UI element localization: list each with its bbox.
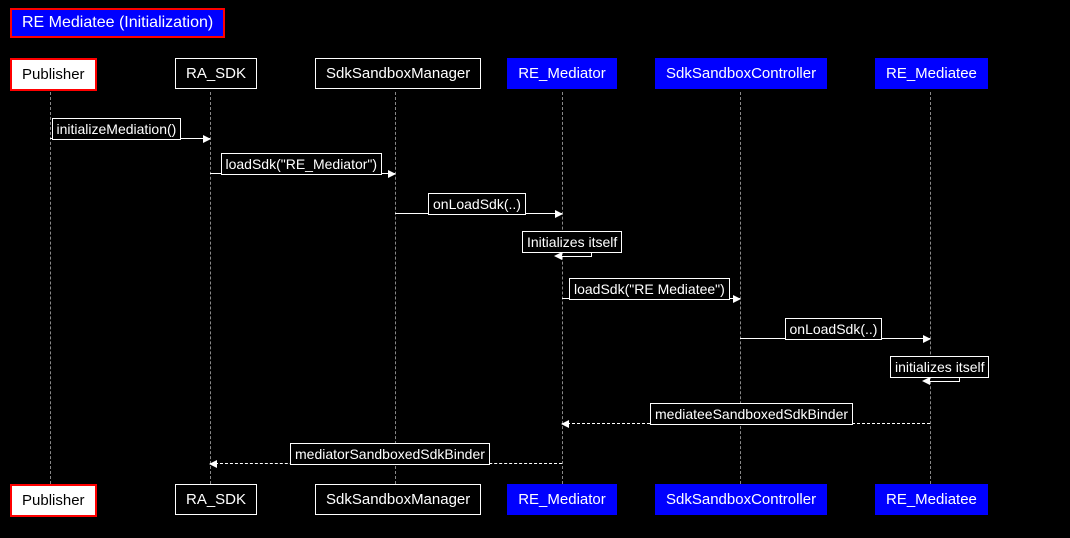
participant-sbm: SdkSandboxManager — [315, 58, 481, 89]
participant-publisher: Publisher — [10, 484, 97, 517]
lifeline-ra_sdk — [210, 92, 211, 484]
message-label-1: loadSdk("RE_Mediator") — [221, 153, 383, 175]
participant-sbc: SdkSandboxController — [655, 58, 827, 89]
message-label-0: initializeMediation() — [52, 118, 182, 140]
message-label-4: loadSdk("RE Mediatee") — [569, 278, 730, 300]
participant-mediator: RE_Mediator — [507, 484, 617, 515]
participant-publisher: Publisher — [10, 58, 97, 91]
message-label-2: onLoadSdk(..) — [428, 193, 526, 215]
message-label-6: initializes itself — [890, 356, 989, 378]
participant-mediatee: RE_Mediatee — [875, 484, 988, 515]
message-label-7: mediateeSandboxedSdkBinder — [650, 403, 853, 425]
participant-sbm: SdkSandboxManager — [315, 484, 481, 515]
message-label-3: Initializes itself — [522, 231, 622, 253]
message-label-8: mediatorSandboxedSdkBinder — [290, 443, 490, 465]
diagram-title: RE Mediatee (Initialization) — [10, 8, 225, 38]
lifeline-sbc — [740, 92, 741, 484]
participant-mediator: RE_Mediator — [507, 58, 617, 89]
participant-sbc: SdkSandboxController — [655, 484, 827, 515]
participant-mediatee: RE_Mediatee — [875, 58, 988, 89]
participant-ra_sdk: RA_SDK — [175, 58, 257, 89]
message-label-5: onLoadSdk(..) — [785, 318, 883, 340]
participant-ra_sdk: RA_SDK — [175, 484, 257, 515]
lifeline-mediatee — [930, 92, 931, 484]
lifeline-sbm — [395, 92, 396, 484]
lifeline-publisher — [50, 92, 51, 484]
